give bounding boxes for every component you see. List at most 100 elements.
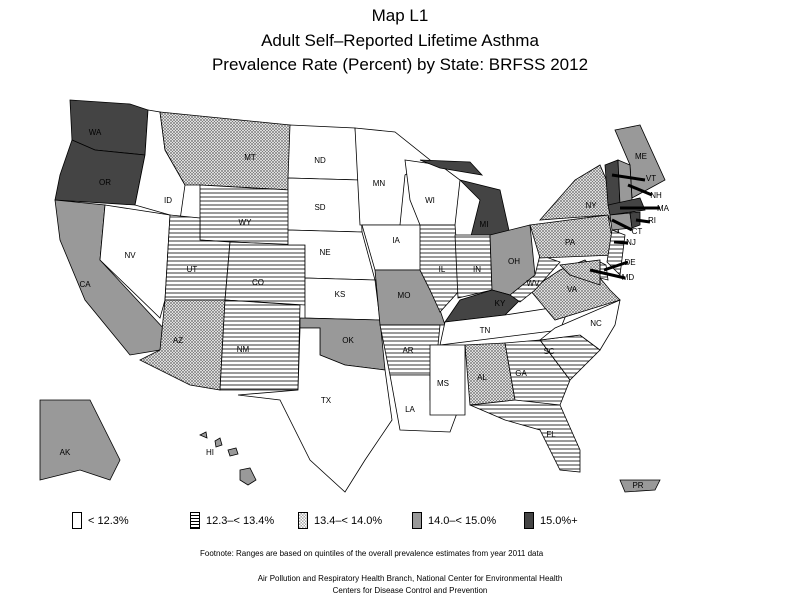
state-label: MA [657,204,670,213]
state-mi [458,179,511,241]
state-label: MN [373,179,386,188]
state-label: MS [437,379,449,388]
state-ks [304,277,381,321]
state-ri [629,211,641,229]
state-label: PA [565,238,576,247]
legend-label: 15.0%+ [540,514,578,527]
state-label: MT [244,153,256,162]
state-label: TX [321,396,332,405]
state-mi [419,159,484,176]
state-il [419,224,461,313]
state-label: OH [508,257,520,266]
state-label: SC [543,347,554,356]
state-hi [199,431,208,439]
state-label: ID [164,196,172,205]
state-label: WY [239,218,253,227]
state-label: HI [206,448,214,457]
credit-cdc: Centers for Disease Control and Preventi… [332,586,488,595]
state-label: AR [402,346,413,355]
state-pr [619,479,661,493]
state-hi [214,437,223,448]
state-label: DE [624,258,635,267]
state-label: SD [314,203,325,212]
legend-label: 13.4–< 14.0% [314,514,383,527]
state-nv [99,204,171,319]
state-label: NY [585,201,597,210]
state-ms [429,344,466,416]
legend-item: 15.0%+ [524,512,578,529]
state-md [559,259,601,286]
footnote: Footnote: Ranges are based on quintiles … [200,549,544,558]
state-label: KY [495,299,506,308]
state-hi [227,447,239,457]
state-label: TN [480,326,491,335]
state-de [599,261,609,281]
state-label: IL [439,265,446,274]
state-co [224,241,306,306]
state-label: UT [187,265,198,274]
state-tx [237,327,393,493]
state-label: NV [124,251,136,260]
state-label: CA [79,280,91,289]
state-label: WV [527,279,541,288]
state-nd [287,124,361,181]
state-label: RI [648,216,656,225]
state-label: NJ [626,238,636,247]
state-label: AK [60,448,71,457]
leader-line-ct [611,218,633,232]
state-tn [439,304,571,346]
leader-line-de [603,260,629,272]
state-ga [504,339,571,406]
state-nm [219,299,301,391]
state-label: LA [405,405,415,414]
map-subtitle-2: Prevalence Rate (Percent) by State: BRFS… [211,55,589,74]
legend-label: < 12.3% [88,514,129,527]
state-label: NH [650,191,662,200]
legend-item: 14.0–< 15.0% [412,512,496,529]
state-vt [604,159,621,206]
state-label: VA [567,285,578,294]
state-label: VT [646,174,656,183]
legend-item: 13.4–< 14.0% [298,512,382,529]
state-pa [529,214,616,259]
state-label: NM [237,345,250,354]
state-label: CO [252,278,264,287]
state-ak [39,399,121,481]
state-label: CT [632,227,643,236]
state-label: NC [590,319,602,328]
state-label: MD [622,273,635,282]
leader-line-vt [611,173,646,182]
state-mn [354,127,431,226]
state-label: NE [319,248,330,257]
state-label: OK [342,336,354,345]
legend-label: 14.0–< 15.0% [428,514,497,527]
legend-item: 12.3–< 13.4% [190,512,274,529]
state-mo [374,269,446,326]
state-label: MI [480,220,489,229]
state-label: AL [477,373,487,382]
state-label: WI [425,196,435,205]
state-label: OR [99,178,111,187]
state-hi [239,467,257,486]
state-label: ME [635,152,647,161]
credit-branch: Air Pollution and Respiratory Health Bra… [257,574,563,583]
state-label: IA [392,236,400,245]
state-fl [469,404,581,473]
legend-label: 12.3–< 13.4% [206,514,275,527]
state-label: IN [473,265,481,274]
map-title: Map L1 [371,6,429,25]
state-label: ND [314,156,326,165]
map-subtitle-1: Adult Self–Reported Lifetime Asthma [261,31,539,50]
leader-line-nj [613,240,629,245]
state-nh [617,159,633,206]
state-wy [199,184,291,246]
state-label: WA [89,128,102,137]
state-label: PR [632,481,643,490]
leader-line-nh [627,183,653,197]
state-wv [509,254,561,303]
state-label: AZ [173,336,183,345]
state-label: KS [335,290,346,299]
leader-line-md [589,268,626,280]
